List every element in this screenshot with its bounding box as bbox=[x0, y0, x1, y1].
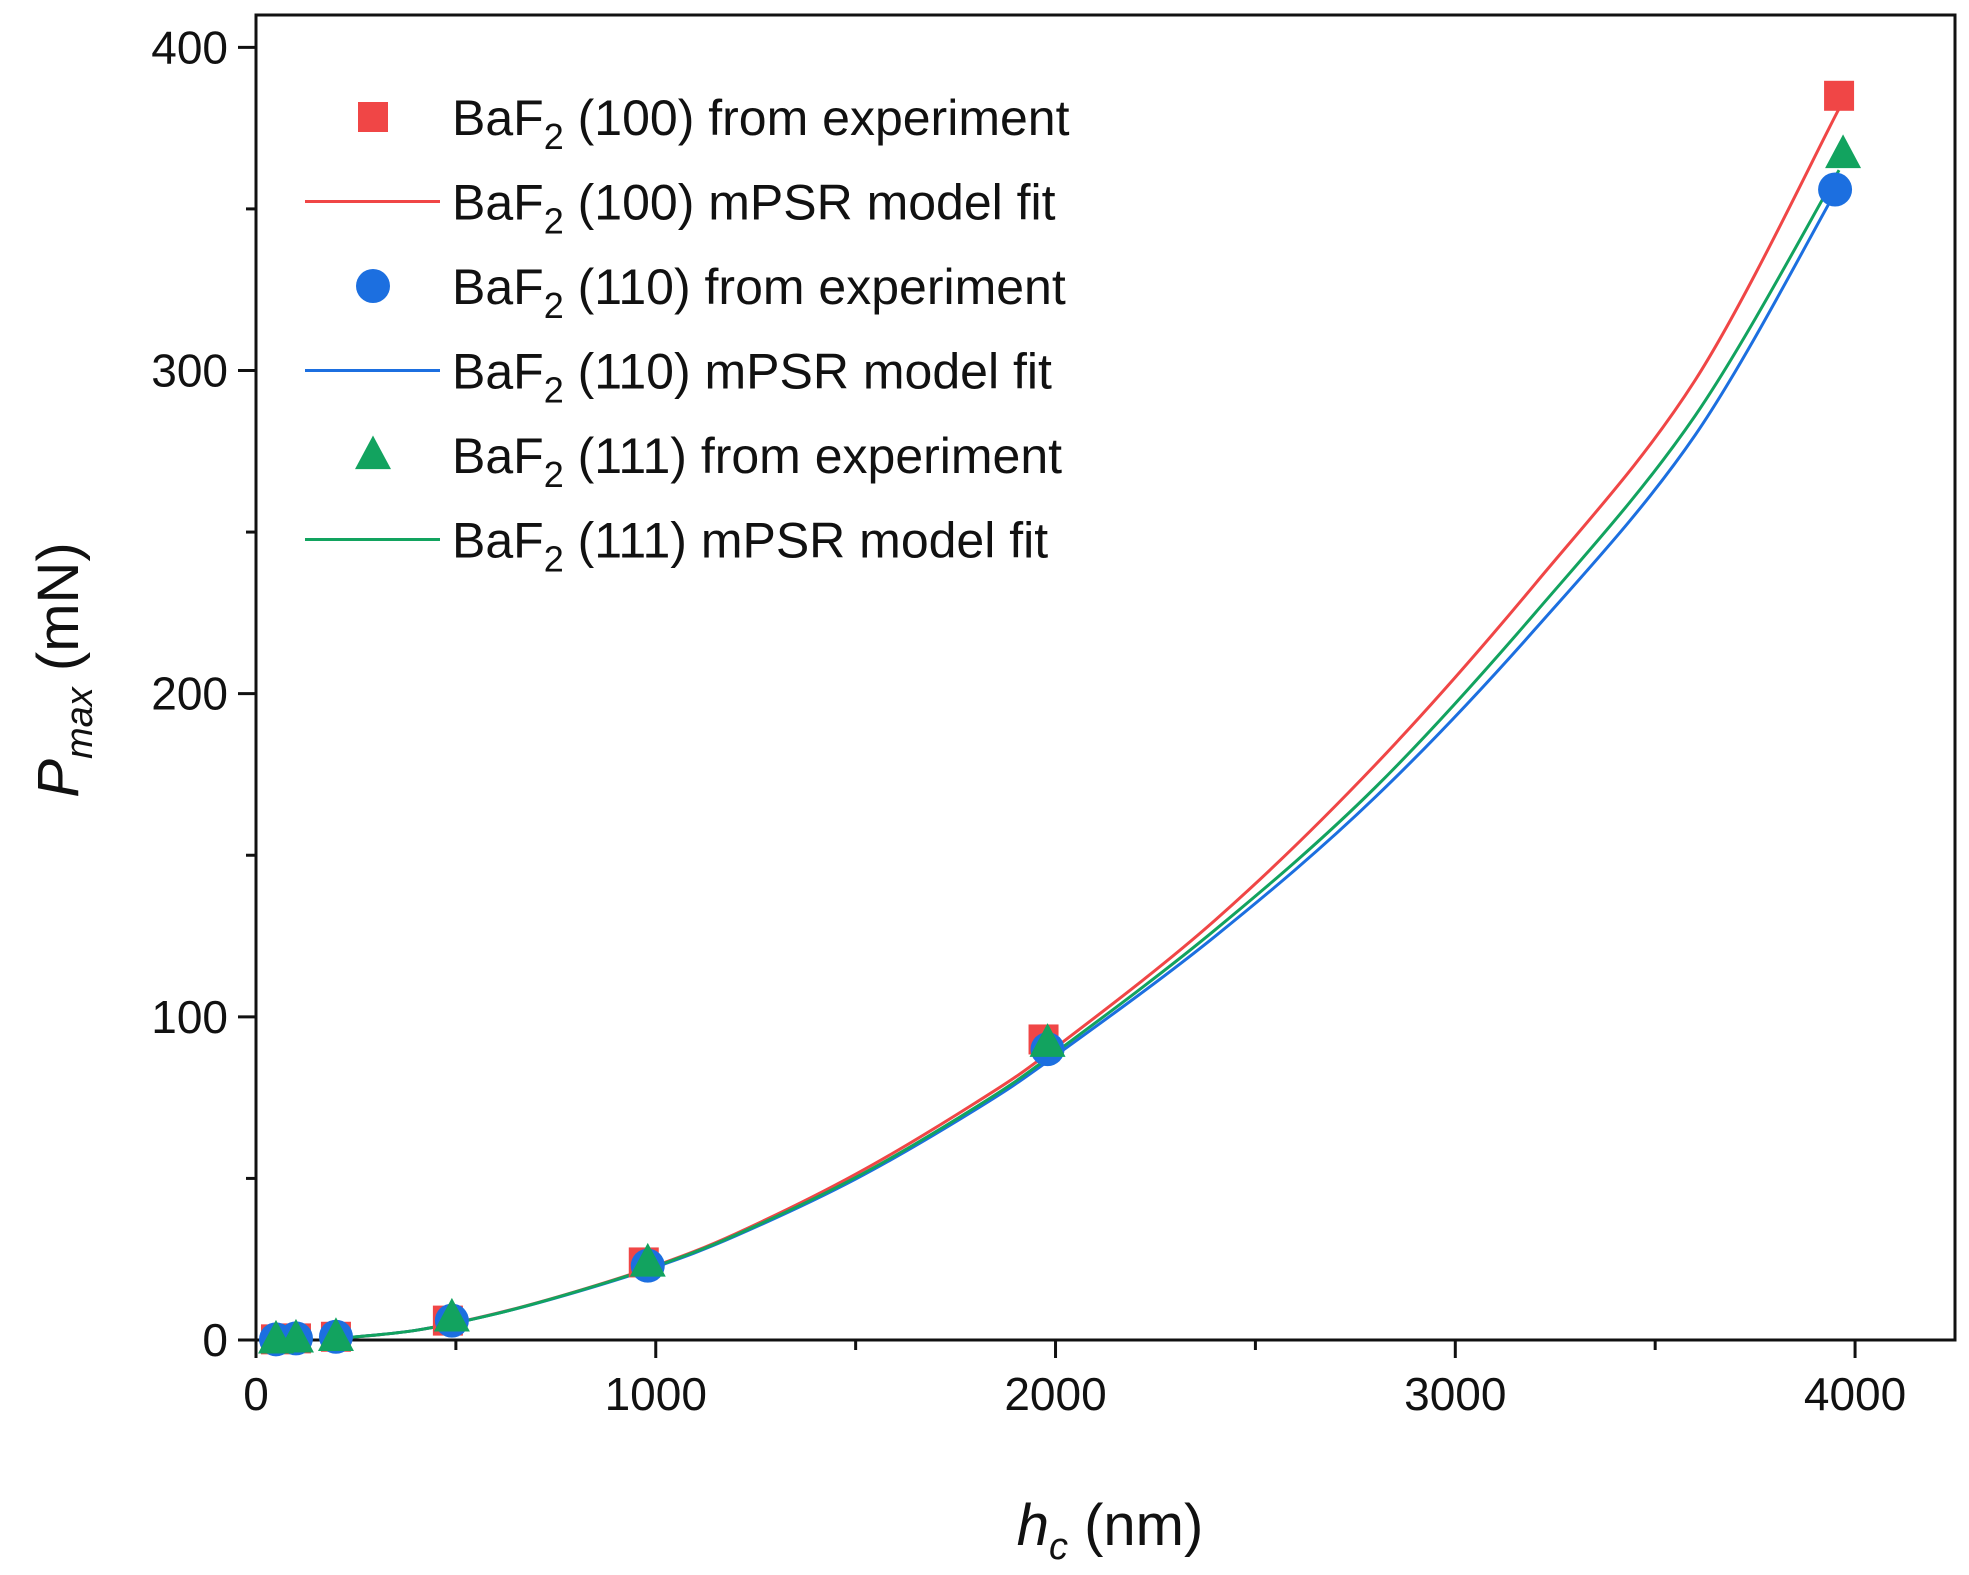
y-tick-label: 100 bbox=[151, 991, 228, 1043]
legend-label-post: (111) from experiment bbox=[564, 428, 1062, 484]
legend-label-sub: 2 bbox=[544, 454, 564, 495]
data-point-triangle bbox=[317, 1317, 354, 1351]
y-axis-title-unit: (mN) bbox=[26, 542, 91, 671]
data-point-triangle bbox=[277, 1318, 314, 1353]
legend-label: BaF2 (110) from experiment bbox=[452, 259, 1066, 326]
y-tick-label: 0 bbox=[202, 1314, 228, 1366]
data-points bbox=[257, 80, 1862, 1357]
plot-frame bbox=[254, 13, 1957, 1342]
legend-label-pre: BaF bbox=[452, 513, 544, 569]
legend-label-post: (110) mPSR model fit bbox=[564, 344, 1052, 400]
data-point-triangle bbox=[1825, 134, 1862, 169]
x-axis-title-sub: c bbox=[1049, 1526, 1068, 1568]
axis-ticks bbox=[238, 45, 1857, 1358]
fit-lines bbox=[335, 108, 1841, 1341]
x-tick-label: 3000 bbox=[1404, 1368, 1506, 1420]
legend-symbol-circle bbox=[356, 269, 390, 303]
x-tick-label: 1000 bbox=[605, 1368, 707, 1420]
data-point-circle bbox=[1818, 172, 1853, 207]
y-tick-label: 300 bbox=[151, 344, 228, 396]
legend-label-sub: 2 bbox=[544, 201, 564, 242]
y-axis-title-space bbox=[26, 671, 91, 687]
y-axis-title: Pmax (mN) bbox=[26, 542, 101, 797]
y-tick-label: 400 bbox=[151, 21, 228, 73]
x-axis-title-var: h bbox=[1017, 1493, 1049, 1558]
x-tick-label: 4000 bbox=[1804, 1368, 1906, 1420]
legend-label-pre: BaF bbox=[452, 259, 544, 315]
legend-label-pre: BaF bbox=[452, 90, 544, 146]
y-axis-title-var: P bbox=[26, 759, 91, 798]
legend-label-pre: BaF bbox=[452, 344, 544, 400]
axis-tick-labels: 0 1000 2000 3000 4000 0 100 200 300 400 bbox=[151, 21, 1906, 1420]
y-tick-label: 200 bbox=[151, 668, 228, 720]
legend-label-post: (110) from experiment bbox=[564, 259, 1066, 315]
data-point-triangle bbox=[433, 1297, 470, 1332]
legend-label-sub: 2 bbox=[544, 116, 564, 157]
x-axis-title-space bbox=[1068, 1493, 1084, 1558]
legend-symbol-square bbox=[358, 102, 388, 132]
y-axis-title-sub: max bbox=[59, 685, 101, 759]
fit-line bbox=[335, 191, 1837, 1341]
data-point-triangle bbox=[629, 1242, 666, 1277]
legend-label-sub: 2 bbox=[544, 539, 564, 580]
legend-label: BaF2 (111) mPSR model fit bbox=[452, 513, 1048, 580]
legend-label-post: (111) mPSR model fit bbox=[564, 513, 1049, 569]
legend-label: BaF2 (100) mPSR model fit bbox=[452, 175, 1056, 242]
x-axis-title-unit: (nm) bbox=[1084, 1493, 1203, 1558]
legend-symbol-triangle bbox=[355, 435, 391, 470]
data-point-square bbox=[1824, 80, 1855, 111]
legend-label-pre: BaF bbox=[452, 428, 544, 484]
fit-line bbox=[335, 169, 1841, 1341]
legend-label: BaF2 (100) from experiment bbox=[452, 90, 1070, 157]
legend-label: BaF2 (111) from experiment bbox=[452, 428, 1062, 495]
data-point-triangle bbox=[1029, 1023, 1066, 1057]
legend-label-post: (100) from experiment bbox=[564, 90, 1070, 146]
x-tick-label: 0 bbox=[243, 1368, 269, 1420]
x-axis-title: hc (nm) bbox=[1017, 1493, 1204, 1568]
legend-label-pre: BaF bbox=[452, 175, 544, 231]
legend-label-sub: 2 bbox=[544, 285, 564, 326]
legend-label-sub: 2 bbox=[544, 370, 564, 411]
legend-label: BaF2 (110) mPSR model fit bbox=[452, 344, 1052, 411]
legend-label-post: (100) mPSR model fit bbox=[564, 175, 1056, 231]
x-tick-label: 2000 bbox=[1004, 1368, 1106, 1420]
